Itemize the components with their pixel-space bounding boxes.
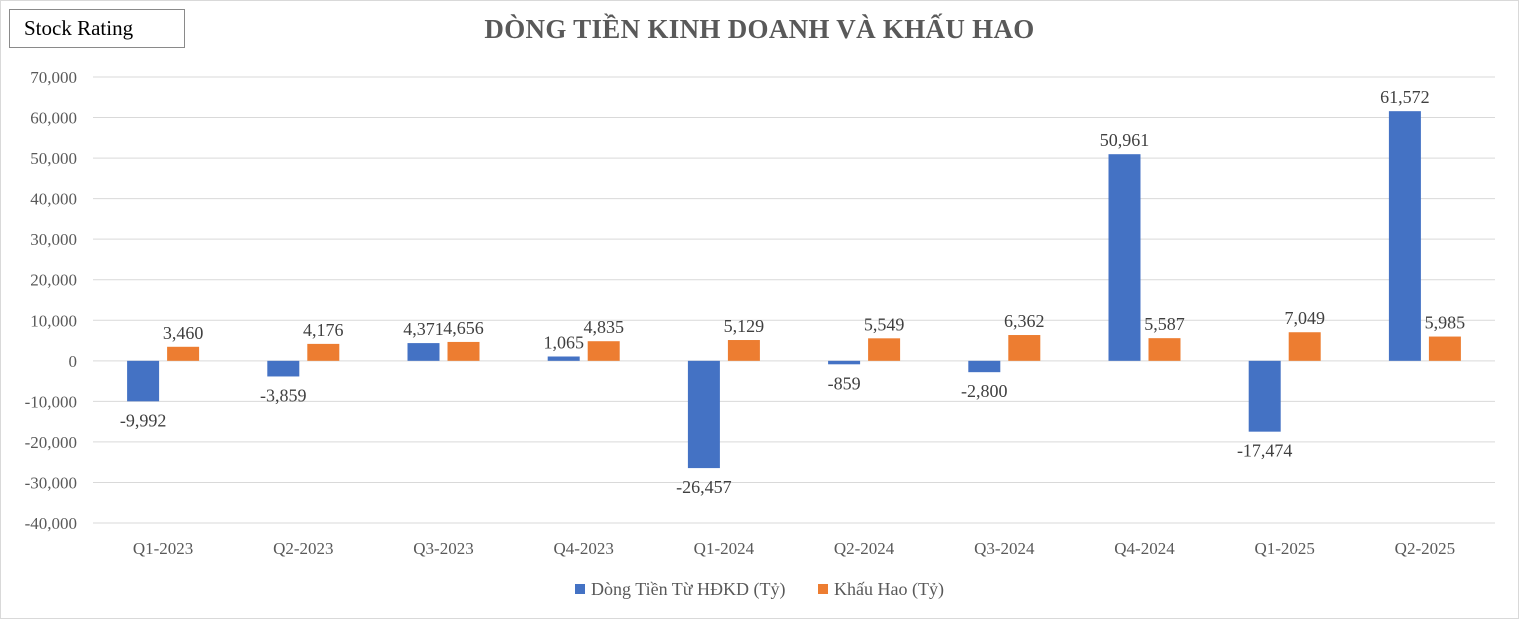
- legend-label-depreciation: Khấu Hao (Tỷ): [833, 578, 944, 599]
- cash-flow-bar: [127, 360, 160, 402]
- data-label: 5,549: [864, 314, 905, 334]
- x-tick-label: Q4-2024: [1114, 539, 1175, 558]
- cash-flow-bar: [547, 356, 580, 361]
- y-tick-label: 60,000: [30, 109, 77, 128]
- cash-flow-bar: [1108, 154, 1141, 361]
- data-label: -2,800: [961, 381, 1008, 401]
- x-tick-label: Q1-2023: [133, 539, 193, 558]
- data-label: -9,992: [120, 410, 167, 430]
- depreciation-bar: [447, 341, 480, 361]
- depreciation-bar: [727, 340, 760, 361]
- legend-swatch-cash-flow: [575, 584, 586, 594]
- cash-flow-bar: [968, 360, 1001, 373]
- cash-flow-bar: [407, 343, 440, 361]
- y-tick-label: 30,000: [30, 230, 77, 249]
- legend-swatch-depreciation: [817, 584, 828, 594]
- data-label: 7,049: [1284, 308, 1325, 328]
- x-tick-label: Q3-2023: [413, 539, 473, 558]
- x-tick-label: Q2-2023: [273, 539, 333, 558]
- y-tick-label: 20,000: [30, 271, 77, 290]
- legend-item-depreciation: Khấu Hao (Tỷ): [817, 578, 944, 600]
- depreciation-bar: [1148, 338, 1181, 361]
- depreciation-bar: [587, 341, 620, 361]
- x-tick-label: Q3-2024: [974, 539, 1035, 558]
- chart-legend: Dòng Tiền Từ HĐKD (Tỷ) Khấu Hao (Tỷ): [0, 578, 1519, 600]
- legend-label-cash-flow: Dòng Tiền Từ HĐKD (Tỷ): [591, 578, 786, 599]
- depreciation-bar: [307, 343, 340, 361]
- cash-flow-bar: [267, 360, 300, 377]
- data-label: -859: [828, 373, 861, 393]
- depreciation-bar: [1428, 336, 1461, 361]
- depreciation-bar: [1008, 335, 1041, 361]
- legend-item-cash-flow: Dòng Tiền Từ HĐKD (Tỷ): [575, 579, 785, 600]
- y-tick-label: -40,000: [25, 514, 77, 533]
- data-label: -3,859: [260, 385, 307, 405]
- depreciation-bar: [167, 346, 200, 361]
- data-label: -26,457: [676, 477, 732, 497]
- data-label: -17,474: [1237, 441, 1293, 461]
- cash-flow-bar: [1388, 111, 1421, 361]
- y-tick-label: -20,000: [25, 433, 77, 452]
- data-label: 4,371: [403, 319, 444, 339]
- data-label: 6,362: [1004, 311, 1045, 331]
- cash-flow-bar: [687, 360, 720, 469]
- y-tick-label: 70,000: [30, 68, 77, 87]
- cash-flow-bar: [828, 360, 861, 365]
- x-tick-label: Q2-2025: [1395, 539, 1455, 558]
- cash-flow-bar: [1248, 360, 1281, 432]
- x-tick-label: Q2-2024: [834, 539, 895, 558]
- x-tick-label: Q4-2023: [553, 539, 613, 558]
- data-label: 4,656: [443, 318, 484, 338]
- data-label: 50,961: [1100, 130, 1150, 150]
- data-label: 5,985: [1425, 313, 1466, 333]
- x-tick-label: Q1-2025: [1254, 539, 1314, 558]
- y-tick-label: 10,000: [30, 311, 77, 330]
- data-label: 3,460: [163, 323, 204, 343]
- stock-rating-badge: Stock Rating: [9, 9, 185, 48]
- data-label: 1,065: [543, 333, 584, 353]
- data-label: 5,587: [1144, 314, 1185, 334]
- depreciation-bar: [1288, 332, 1321, 361]
- y-tick-label: 0: [69, 352, 78, 371]
- y-tick-label: 40,000: [30, 190, 77, 209]
- y-tick-label: -30,000: [25, 473, 77, 492]
- depreciation-bar: [868, 338, 901, 361]
- y-tick-label: 50,000: [30, 149, 77, 168]
- chart-title: DÒNG TIỀN KINH DOANH VÀ KHẤU HAO: [484, 14, 1035, 44]
- y-tick-label: -10,000: [25, 392, 77, 411]
- data-label: 4,176: [303, 320, 344, 340]
- data-label: 4,835: [583, 317, 624, 337]
- data-label: 5,129: [724, 316, 765, 336]
- data-label: 61,572: [1380, 87, 1430, 107]
- x-tick-label: Q1-2024: [694, 539, 755, 558]
